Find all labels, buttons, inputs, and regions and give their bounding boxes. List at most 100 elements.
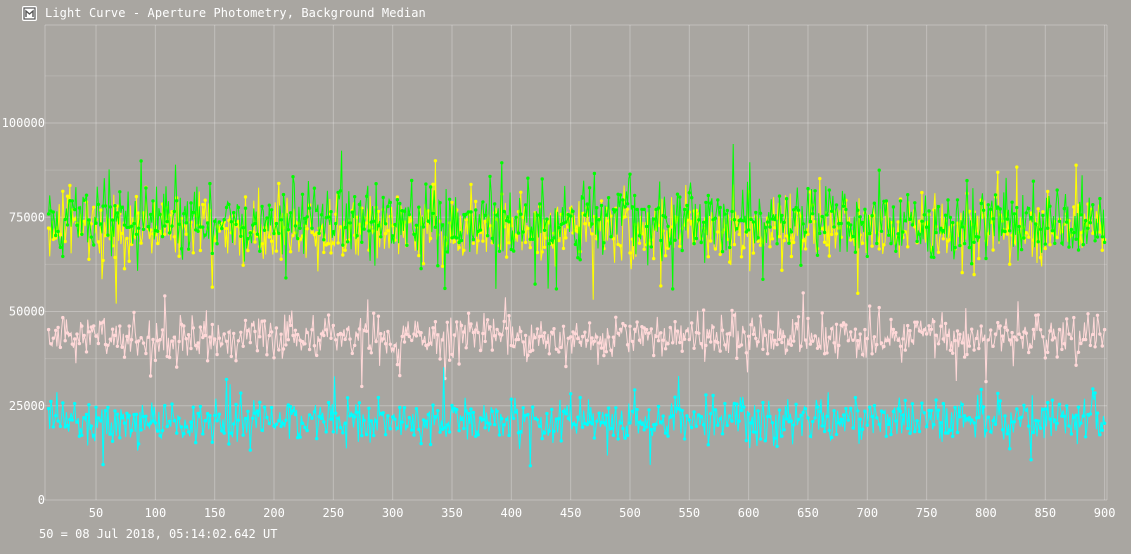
data-point [621,321,625,326]
data-point [186,430,191,434]
data-point [763,439,767,443]
data-point [512,344,516,349]
data-point [763,225,767,230]
x-tick-label: 150 [204,506,226,520]
data-point [659,284,663,288]
data-point [550,407,554,412]
data-point [765,220,770,224]
data-point [550,330,554,334]
data-point [464,409,468,413]
data-point [1098,196,1102,201]
data-point [495,327,499,332]
data-point [967,416,972,420]
data-point [246,329,250,333]
series-line [48,292,1106,387]
data-point [364,329,369,333]
data-point [704,393,708,397]
data-point [523,240,528,245]
data-point [355,234,359,238]
data-point [1012,335,1017,339]
data-point [611,335,616,339]
data-point [896,338,900,342]
data-point [770,237,775,241]
data-point [903,398,907,403]
data-point [269,208,274,212]
data-point [941,401,945,406]
data-point [113,204,117,208]
data-point [927,324,931,328]
data-point [811,419,815,424]
data-point [856,291,860,295]
data-point [678,244,682,248]
data-point [818,231,822,236]
data-point [326,242,331,246]
data-point [509,247,513,252]
data-point [685,414,689,418]
data-point [749,217,753,222]
data-point [246,409,250,414]
data-point [184,221,188,225]
data-point [177,339,181,344]
data-point [870,214,874,218]
data-point [780,268,784,272]
x-tick-label: 50 [89,506,103,520]
data-point [405,243,409,247]
data-point [561,324,566,328]
data-point [1088,343,1093,348]
data-point [372,433,376,438]
data-point [735,402,739,406]
data-point [970,327,974,331]
data-point [1086,226,1090,230]
data-point [1091,203,1095,207]
data-point [602,353,606,358]
data-point [856,339,860,343]
data-point [825,351,829,355]
data-point [158,212,162,217]
data-point [61,401,65,405]
data-point [882,344,886,349]
data-point [75,420,79,424]
data-point [604,213,608,217]
data-point [578,340,582,344]
data-point [1093,239,1097,243]
data-point [438,201,442,205]
data-point [573,242,578,247]
data-point [96,240,101,244]
data-point [851,338,855,342]
data-point [606,406,611,410]
data-point [205,411,210,416]
data-point [765,352,770,356]
data-point [217,336,222,340]
data-point [331,241,335,245]
data-point [604,413,608,417]
data-point [789,254,794,259]
data-point [749,421,753,425]
data-point [924,225,929,229]
data-point [374,419,378,423]
data-point [614,208,618,212]
data-point [744,351,748,355]
data-point [210,322,214,327]
data-point [241,226,245,230]
x-tick-label: 900 [1094,506,1116,520]
data-point [1041,335,1045,339]
data-point [758,314,763,318]
data-point [269,330,274,334]
data-point [792,208,796,212]
data-point [459,238,464,243]
data-point [666,342,670,346]
data-point [853,250,858,254]
data-point [754,210,758,215]
data-point [811,212,815,216]
data-point [576,415,580,419]
data-point [671,413,675,418]
data-point [1008,262,1012,266]
data-point [751,332,756,336]
data-point [865,336,869,341]
data-point [630,205,635,209]
data-point [996,170,1000,174]
data-point [585,338,589,343]
data-point [924,425,929,429]
data-point [526,226,530,231]
